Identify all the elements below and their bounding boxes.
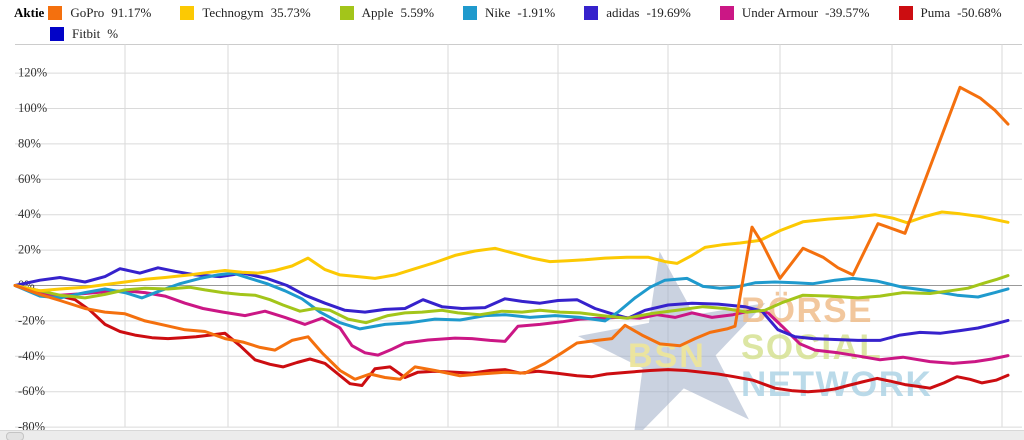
y-axis-tick-label: 40%: [18, 207, 41, 221]
y-axis-tick-label: -20%: [18, 313, 45, 327]
y-axis-tick-label: 20%: [18, 243, 41, 257]
technogym-color-swatch: [180, 6, 195, 20]
horizontal-scrollbar[interactable]: [0, 430, 1024, 440]
nike-color-swatch: [463, 6, 478, 20]
fitbit-color-swatch: [50, 27, 64, 41]
legend-label: Nike: [485, 5, 511, 20]
underarmour-color-swatch: [719, 6, 734, 20]
legend-label: Under Armour: [741, 5, 819, 20]
legend-label: adidas: [606, 5, 640, 20]
series-line-gopro[interactable]: [13, 85, 1010, 381]
gopro-color-swatch: [48, 6, 63, 20]
legend-item-adidas[interactable]: adidas -19.69%: [584, 5, 691, 21]
legend-value: -1.91%: [517, 5, 556, 20]
legend-label: Puma: [920, 5, 951, 20]
legend-item-fitbit[interactable]: Fitbit%: [50, 26, 118, 42]
legend-value: -19.69%: [646, 5, 691, 20]
legend: Aktie GoPro 91.17% Technogym 35.73% Apple 5.5…: [0, 0, 1024, 44]
legend-item-underarmour[interactable]: Under Armour -39.57%: [719, 5, 870, 21]
series-lines: [13, 85, 1010, 394]
legend-value: -39.57%: [825, 5, 870, 20]
series-line-apple[interactable]: [13, 274, 1010, 325]
legend-item-gopro[interactable]: GoPro 91.17%: [48, 5, 151, 21]
legend-value: 5.59%: [400, 5, 435, 20]
series-line-puma[interactable]: [13, 284, 1010, 394]
scrollbar-thumb[interactable]: [6, 432, 24, 440]
legend-label: Apple: [361, 5, 394, 20]
y-axis-tick-label: 100%: [18, 101, 47, 115]
y-axis-tick-label: -40%: [18, 349, 45, 363]
apple-color-swatch: [339, 6, 354, 20]
legend-value: %: [107, 26, 119, 41]
legend-item-technogym[interactable]: Technogym 35.73%: [180, 5, 311, 21]
y-axis-tick-label: -60%: [18, 384, 45, 398]
adidas-color-swatch: [584, 6, 599, 20]
y-axis-tick-label: 60%: [18, 172, 41, 186]
series-line-under-armour[interactable]: [13, 284, 1010, 365]
puma-color-swatch: [898, 6, 913, 20]
legend-title: Aktie: [14, 5, 45, 20]
y-axis-tick-label: 80%: [18, 136, 41, 150]
y-axis-tick-label: 120%: [18, 66, 47, 80]
legend-row-1: Aktie GoPro 91.17% Technogym 35.73% Apple 5.5…: [0, 3, 1024, 23]
series-line-nike[interactable]: [13, 271, 1010, 331]
legend-item-puma[interactable]: Puma -50.68%: [898, 5, 1002, 21]
legend-label: Technogym: [202, 5, 264, 20]
legend-value: 91.17%: [111, 5, 152, 20]
series-line-adidas[interactable]: [13, 266, 1010, 342]
legend-row-2: Fitbit%: [0, 24, 1024, 44]
legend-label: Fitbit: [72, 26, 101, 41]
legend-value: -50.68%: [957, 5, 1002, 20]
series-line-technogym[interactable]: [13, 210, 1010, 293]
legend-value: 35.73%: [270, 5, 311, 20]
legend-label: GoPro: [70, 5, 105, 20]
legend-item-nike[interactable]: Nike -1.91%: [463, 5, 555, 21]
legend-item-apple[interactable]: Apple 5.59%: [339, 5, 435, 21]
